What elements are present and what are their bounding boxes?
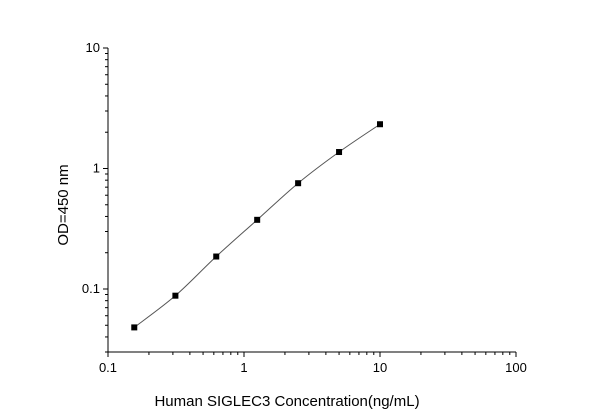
data-points — [131, 121, 383, 331]
y-axis-title: OD=450 nm — [55, 164, 72, 245]
x-tick-label: 1 — [240, 360, 247, 375]
axes — [107, 48, 516, 353]
data-point — [213, 253, 220, 260]
data-point — [336, 149, 343, 156]
y-tick-label: 10 — [86, 40, 100, 55]
data-point — [295, 180, 302, 187]
tick-labels: 0.1 1 10 100 0.1 1 10 — [82, 40, 527, 375]
x-axis-title: Human SIGLEC3 Concentration(ng/mL) — [154, 393, 419, 410]
x-tick-label: 0.1 — [99, 360, 117, 375]
ticks — [103, 47, 517, 357]
fit-curve-line — [133, 123, 381, 328]
x-tick-label: 10 — [373, 360, 387, 375]
data-point — [254, 216, 261, 223]
y-tick-label: 1 — [93, 160, 100, 175]
data-point — [172, 292, 179, 299]
data-point — [377, 121, 383, 128]
y-tick-label: 0.1 — [82, 281, 100, 296]
data-point — [131, 324, 138, 331]
x-tick-label: 100 — [505, 360, 527, 375]
